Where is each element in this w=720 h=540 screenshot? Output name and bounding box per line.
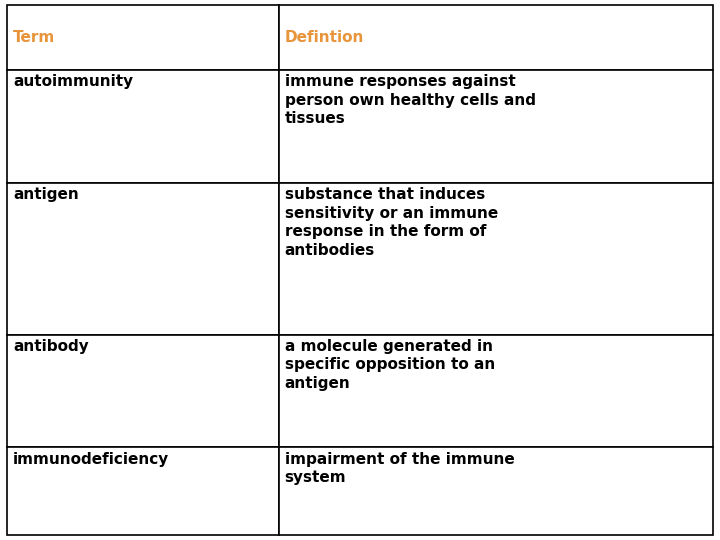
Text: a molecule generated in
specific opposition to an
antigen: a molecule generated in specific opposit… — [284, 339, 495, 391]
Bar — [279, 5, 713, 70]
Text: antigen: antigen — [13, 187, 78, 202]
Bar — [7, 335, 279, 448]
Bar — [279, 70, 713, 183]
Text: immunodeficiency: immunodeficiency — [13, 452, 169, 467]
Text: substance that induces
sensitivity or an immune
response in the form of
antibodi: substance that induces sensitivity or an… — [284, 187, 498, 258]
Text: antibody: antibody — [13, 339, 89, 354]
Bar — [279, 335, 713, 448]
Bar — [7, 183, 279, 335]
Bar — [7, 448, 279, 535]
Text: Defintion: Defintion — [284, 30, 364, 45]
Text: immune responses against
person own healthy cells and
tissues: immune responses against person own heal… — [284, 75, 536, 126]
Bar — [7, 5, 279, 70]
Text: Term: Term — [13, 30, 55, 45]
Bar — [279, 448, 713, 535]
Bar — [279, 183, 713, 335]
Text: autoimmunity: autoimmunity — [13, 75, 133, 89]
Text: impairment of the immune
system: impairment of the immune system — [284, 452, 514, 485]
Bar — [7, 70, 279, 183]
